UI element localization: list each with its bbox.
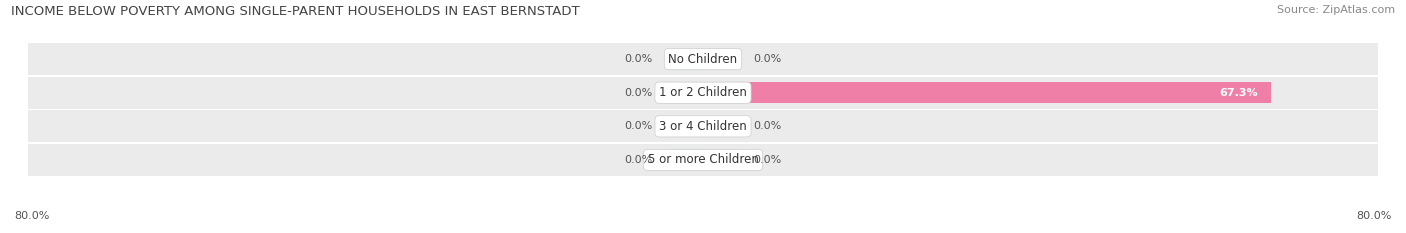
Text: 80.0%: 80.0% <box>14 211 49 221</box>
Text: 0.0%: 0.0% <box>624 88 652 98</box>
Bar <box>28 110 1378 142</box>
Bar <box>28 77 1378 109</box>
Text: 1 or 2 Children: 1 or 2 Children <box>659 86 747 99</box>
Text: 0.0%: 0.0% <box>624 54 652 64</box>
Bar <box>703 49 737 69</box>
Text: No Children: No Children <box>668 53 738 66</box>
Bar <box>669 82 703 103</box>
Bar <box>669 116 703 137</box>
Text: 80.0%: 80.0% <box>1357 211 1392 221</box>
Bar <box>703 82 1271 103</box>
Bar <box>703 150 737 170</box>
Text: 0.0%: 0.0% <box>754 54 782 64</box>
Text: INCOME BELOW POVERTY AMONG SINGLE-PARENT HOUSEHOLDS IN EAST BERNSTADT: INCOME BELOW POVERTY AMONG SINGLE-PARENT… <box>11 5 579 18</box>
Text: Source: ZipAtlas.com: Source: ZipAtlas.com <box>1277 5 1395 15</box>
Text: 0.0%: 0.0% <box>624 155 652 165</box>
Bar <box>703 116 737 137</box>
Text: 0.0%: 0.0% <box>754 121 782 131</box>
Text: 67.3%: 67.3% <box>1219 88 1258 98</box>
Bar <box>28 144 1378 176</box>
Bar <box>669 150 703 170</box>
Text: 0.0%: 0.0% <box>624 121 652 131</box>
Text: 0.0%: 0.0% <box>754 155 782 165</box>
Bar <box>28 43 1378 75</box>
Text: 5 or more Children: 5 or more Children <box>648 153 758 166</box>
Bar <box>669 49 703 69</box>
Text: 3 or 4 Children: 3 or 4 Children <box>659 120 747 133</box>
